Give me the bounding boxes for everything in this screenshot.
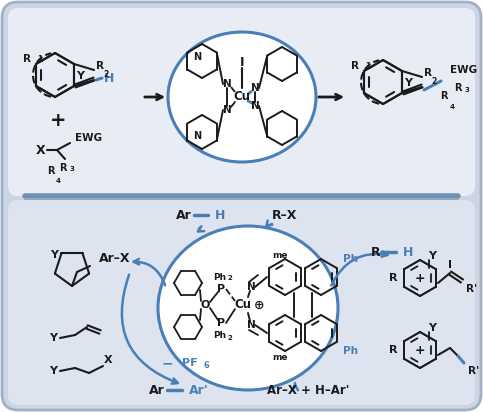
Text: H: H: [403, 246, 413, 258]
Ellipse shape: [168, 32, 316, 162]
Text: N: N: [247, 320, 256, 330]
Text: Ar–X: Ar–X: [99, 251, 131, 265]
Text: R: R: [455, 83, 462, 93]
Text: N: N: [251, 83, 259, 93]
Text: 2: 2: [431, 77, 436, 86]
Text: H: H: [215, 208, 226, 222]
Text: I: I: [240, 56, 244, 68]
Text: 2: 2: [227, 275, 232, 281]
Text: Y: Y: [50, 250, 58, 260]
Text: R': R': [466, 284, 477, 294]
Text: +: +: [415, 272, 426, 285]
Text: R: R: [47, 166, 55, 176]
Text: 4: 4: [56, 178, 61, 184]
Text: R: R: [389, 273, 398, 283]
Text: Ar: Ar: [176, 208, 192, 222]
Ellipse shape: [158, 226, 338, 390]
Text: N: N: [247, 282, 256, 292]
Text: N: N: [223, 79, 231, 89]
Text: Ar–X + H–Ar': Ar–X + H–Ar': [267, 384, 349, 396]
Text: O: O: [200, 300, 210, 310]
Text: X: X: [36, 143, 46, 157]
Text: 4: 4: [450, 104, 455, 110]
Text: Ar: Ar: [149, 384, 165, 396]
Text: PF: PF: [182, 358, 198, 368]
Text: me: me: [272, 250, 288, 260]
Text: P: P: [217, 284, 225, 294]
Text: X: X: [104, 355, 113, 365]
Text: Y: Y: [49, 366, 57, 376]
Text: me: me: [272, 353, 288, 361]
Text: R: R: [96, 61, 104, 71]
Text: EWG: EWG: [75, 133, 102, 143]
Text: R: R: [440, 91, 448, 101]
Text: R: R: [424, 68, 432, 78]
Text: N: N: [193, 52, 201, 62]
Text: 3: 3: [70, 166, 75, 172]
Text: Y: Y: [76, 71, 84, 81]
Text: Y: Y: [404, 78, 412, 88]
Text: Cu: Cu: [233, 89, 251, 103]
Text: Ph: Ph: [343, 254, 358, 264]
Text: I: I: [448, 260, 452, 270]
Text: R: R: [389, 345, 398, 355]
Text: Ph: Ph: [213, 332, 227, 340]
Text: −: −: [161, 356, 173, 370]
Text: Ph: Ph: [213, 272, 227, 281]
Text: N: N: [223, 105, 231, 115]
Text: 3: 3: [464, 87, 469, 93]
Text: P: P: [217, 318, 225, 328]
Text: R: R: [59, 163, 67, 173]
Text: 1: 1: [37, 55, 42, 64]
Text: 2: 2: [103, 70, 108, 79]
Text: 1: 1: [365, 62, 370, 71]
Text: EWG: EWG: [451, 65, 478, 75]
Text: H: H: [104, 72, 114, 84]
Text: 6: 6: [203, 361, 209, 370]
Text: Y: Y: [428, 323, 436, 333]
Text: R: R: [23, 54, 31, 64]
Text: Ar': Ar': [189, 384, 209, 396]
Text: Y: Y: [49, 333, 57, 343]
Text: ⊕: ⊕: [254, 299, 264, 311]
FancyBboxPatch shape: [8, 8, 475, 196]
Text: R: R: [351, 61, 359, 71]
Text: Ph: Ph: [343, 346, 358, 356]
Text: R–X: R–X: [272, 208, 298, 222]
Text: R': R': [468, 366, 479, 376]
Text: Y: Y: [428, 251, 436, 261]
Text: +: +: [50, 110, 66, 129]
Text: Cu: Cu: [235, 299, 252, 311]
Text: N: N: [193, 131, 201, 141]
FancyBboxPatch shape: [8, 200, 475, 405]
Text: R: R: [370, 246, 380, 258]
Text: N: N: [251, 101, 259, 111]
Text: 2: 2: [227, 335, 232, 341]
Text: +: +: [415, 344, 426, 356]
